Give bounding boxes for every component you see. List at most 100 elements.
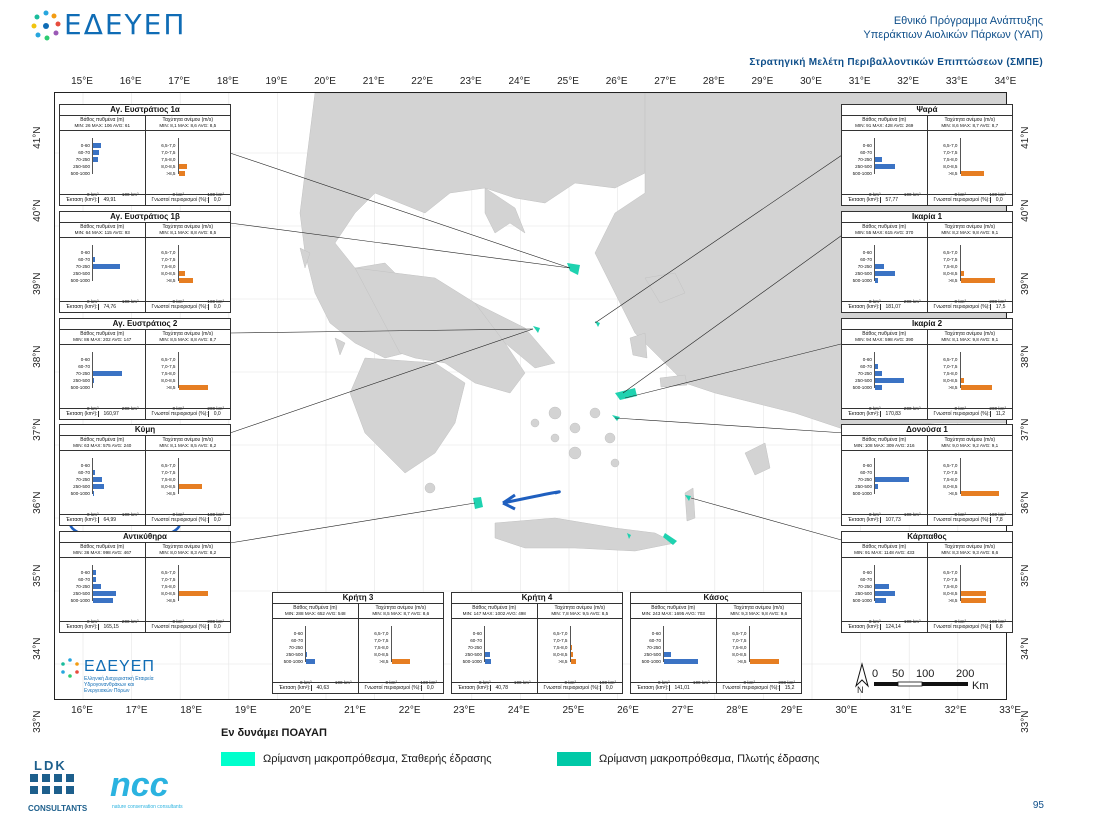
wind-stats: MIN: 8,3 MAX: 9,3 AVG: 8,6 bbox=[928, 550, 1013, 558]
wind-column: Ταχύτητα ανέμου (m/s) MIN: 8,5 MAX: 8,7 A… bbox=[359, 604, 444, 682]
depth-bar bbox=[875, 164, 895, 169]
depth-bar bbox=[875, 385, 882, 390]
panel-title: Αντικύθηρα bbox=[60, 532, 230, 543]
wind-row: >8,5 bbox=[717, 658, 802, 665]
depth-header: Βάθος πυθμένα (m) bbox=[60, 543, 145, 550]
lon-top-tick: 21°E bbox=[363, 76, 385, 87]
area-prefix: Έκταση (km²): bbox=[63, 624, 99, 630]
depth-bar bbox=[485, 652, 490, 657]
lon-bottom-tick: 31°E bbox=[890, 705, 912, 716]
constraints-prefix: Γνωστοί περιορισμοί (%): bbox=[149, 197, 209, 203]
constraints-value: 17,5 bbox=[993, 304, 1006, 310]
lat-tick: 37°N bbox=[1020, 418, 1031, 440]
constraints-prefix: Γνωστοί περιορισμοί (%): bbox=[149, 304, 209, 310]
wind-bar bbox=[961, 278, 995, 283]
depth-row: 60-70 bbox=[452, 637, 537, 644]
depth-bar bbox=[93, 491, 94, 496]
wind-stats: MIN: 8,2 MAX: 9,8 AVG: 9,1 bbox=[928, 230, 1013, 238]
lon-bottom-tick: 19°E bbox=[235, 705, 257, 716]
depth-row: 250-500 bbox=[842, 163, 927, 170]
depth-bar bbox=[875, 264, 884, 269]
wind-row: >8,5 bbox=[359, 658, 444, 665]
wind-row: 7,5-8,0 bbox=[538, 644, 623, 651]
depth-bar bbox=[875, 598, 886, 603]
inset-logo: ΕΔΕΥΕΠ Ελληνική Διαχειριστική Εταιρεία Υ… bbox=[60, 658, 180, 694]
wind-row: 7,0-7,5 bbox=[146, 576, 231, 583]
depth-bin-label: 500-1000 bbox=[60, 171, 90, 177]
constraints-value: 11,2 bbox=[993, 411, 1005, 417]
header-logo: ΕΔΕΥΕΠ bbox=[30, 10, 190, 42]
lon-top-tick: 34°E bbox=[994, 76, 1016, 87]
area-prefix: Έκταση (km²): bbox=[845, 624, 881, 630]
site-panel: Αντικύθηρα Βάθος πυθμένα (m) MIN: 36 MAX: … bbox=[59, 531, 231, 633]
depth-row: 250-500 bbox=[60, 163, 145, 170]
constraints-prefix: Γνωστοί περιορισμοί (%): bbox=[931, 304, 991, 310]
area-value: 181,07 bbox=[883, 304, 901, 310]
wind-stats: MIN: 8,1 MAX: 9,8 AVG: 9,1 bbox=[928, 337, 1013, 345]
depth-column: Βάθος πυθμένα (m) MIN: 288 MAX: 652 AVG: … bbox=[273, 604, 359, 682]
depth-row: 60-70 bbox=[842, 469, 927, 476]
depth-bar bbox=[93, 591, 116, 596]
panel-constraints: Γνωστοί περιορισμοί (%): 0,0 bbox=[146, 195, 231, 205]
wind-bar bbox=[961, 491, 999, 496]
lat-tick: 41°N bbox=[32, 126, 43, 148]
depth-bar bbox=[93, 257, 95, 262]
lat-tick: 38°N bbox=[1020, 345, 1031, 367]
wind-bar bbox=[961, 385, 992, 390]
wind-row: 7,5-8,0 bbox=[146, 263, 231, 270]
depth-header: Βάθος πυθμένα (m) bbox=[842, 116, 927, 123]
wind-bar bbox=[961, 271, 964, 276]
lat-tick: 35°N bbox=[32, 564, 43, 586]
wind-header: Ταχύτητα ανέμου (m/s) bbox=[928, 543, 1013, 550]
site-panel: Αγ. Ευστράτιος 2 Βάθος πυθμένα (m) MIN: 86… bbox=[59, 318, 231, 420]
wind-stats: MIN: 8,1 MAX: 8,8 AVG: 8,5 bbox=[146, 230, 231, 238]
lon-bottom-tick: 30°E bbox=[835, 705, 857, 716]
depth-bar bbox=[93, 584, 101, 589]
site-panel: Κρήτη 3 Βάθος πυθμένα (m) MIN: 288 MAX: 65… bbox=[272, 592, 444, 694]
panel-area: Έκταση (km²): 40,63 bbox=[273, 683, 359, 693]
wind-column: Ταχύτητα ανέμου (m/s) MIN: 8,1 MAX: 8,8 A… bbox=[146, 223, 231, 301]
depth-row: 70-250 bbox=[842, 370, 927, 377]
wind-row: 7,5-8,0 bbox=[146, 583, 231, 590]
depth-header: Βάθος πυθμένα (m) bbox=[60, 436, 145, 443]
depth-row: 0-60 bbox=[60, 569, 145, 576]
header-title-line1: Εθνικό Πρόγραμμα Ανάπτυξης bbox=[863, 14, 1043, 28]
depth-row: 0-60 bbox=[60, 142, 145, 149]
wind-stats: MIN: 8,1 MAX: 8,5 AVG: 8,2 bbox=[146, 443, 231, 451]
depth-stats: MIN: 147 MAX: 1002 AVG: 498 bbox=[452, 611, 537, 619]
depth-row: 500-1000 bbox=[273, 658, 358, 665]
depth-bar bbox=[306, 652, 307, 657]
area-value: 141,01 bbox=[672, 685, 690, 691]
depth-row: 500-1000 bbox=[842, 384, 927, 391]
constraints-prefix: Γνωστοί περιορισμοί (%): bbox=[931, 197, 991, 203]
lon-bottom-tick: 22°E bbox=[399, 705, 421, 716]
constraints-value: 0,0 bbox=[211, 197, 221, 203]
latitude-axis-left: 41°N 40°N 39°N 38°N 37°N 36°N 35°N 34°N 33°N bbox=[30, 92, 50, 698]
depth-row: 250-500 bbox=[842, 590, 927, 597]
depth-column: Βάθος πυθμένα (m) MIN: 243 MAX: 1695 AVG:… bbox=[631, 604, 717, 682]
lon-top-tick: 17°E bbox=[168, 76, 190, 87]
site-panel: Κρήτη 4 Βάθος πυθμένα (m) MIN: 147 MAX: 10… bbox=[451, 592, 623, 694]
lon-top-tick: 28°E bbox=[703, 76, 725, 87]
header-title: Εθνικό Πρόγραμμα Ανάπτυξης Υπεράκτιων Αι… bbox=[863, 14, 1043, 42]
depth-stats: MIN: 36 MAX: 998 AVG: 467 bbox=[60, 550, 145, 558]
depth-header: Βάθος πυθμένα (m) bbox=[842, 330, 927, 337]
depth-row: 70-250 bbox=[842, 263, 927, 270]
depth-row: 70-250 bbox=[60, 263, 145, 270]
depth-column: Βάθος πυθμένα (m) MIN: 26 MAX: 106 AVG: 6… bbox=[60, 116, 146, 194]
scale-label-50: 50 bbox=[892, 668, 904, 680]
depth-row: 0-60 bbox=[842, 142, 927, 149]
panel-area: Έκταση (km²): 107,73 bbox=[842, 515, 928, 525]
depth-bin-label: 500-1000 bbox=[842, 171, 872, 177]
wind-row: 8,0-8,5 bbox=[146, 163, 231, 170]
lat-tick: 33°N bbox=[1020, 710, 1031, 732]
depth-bin-label: 500-1000 bbox=[842, 491, 872, 497]
site-panel: Κάσος Βάθος πυθμένα (m) MIN: 243 MAX: 1695… bbox=[630, 592, 802, 694]
depth-bar bbox=[664, 659, 698, 664]
lon-top-tick: 26°E bbox=[606, 76, 628, 87]
depth-row: 70-250 bbox=[842, 583, 927, 590]
wind-column: Ταχύτητα ανέμου (m/s) MIN: 8,0 MAX: 8,3 A… bbox=[146, 543, 231, 621]
scale-label-0: 0 bbox=[872, 668, 878, 680]
depth-bar bbox=[875, 378, 904, 383]
area-prefix: Έκταση (km²): bbox=[63, 304, 99, 310]
